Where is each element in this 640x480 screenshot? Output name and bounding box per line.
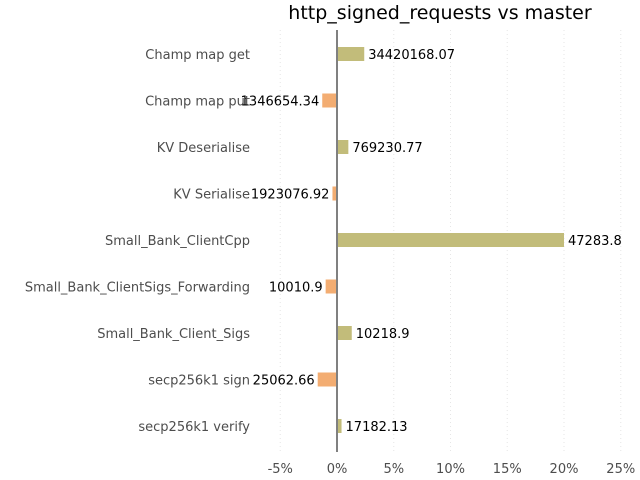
bar <box>322 93 337 108</box>
value-label: 34420168.07 <box>368 48 455 63</box>
value-label: 1923076.92 <box>251 188 330 203</box>
bar <box>337 140 349 154</box>
x-axis-tick-labels: -5% 0% 5% 10% 15% 20% 25% <box>268 462 636 477</box>
value-label: 17182.13 <box>346 420 408 435</box>
value-label: 47283.8 <box>568 234 622 249</box>
value-label: 25062.66 <box>253 374 315 389</box>
category-label: KV Serialise <box>173 188 250 203</box>
value-label: 769230.77 <box>352 141 422 156</box>
value-label: 1346654.34 <box>241 95 320 110</box>
chart-title: http_signed_requests vs master <box>288 2 592 24</box>
category-label: secp256k1 sign <box>148 374 250 389</box>
x-tick-label: -5% <box>268 462 293 477</box>
category-label: Small_Bank_ClientCpp <box>105 234 250 249</box>
x-tick-label: 5% <box>383 462 404 477</box>
category-label: Small_Bank_ClientSigs_Forwarding <box>25 281 250 296</box>
category-label: KV Deserialise <box>157 141 250 156</box>
x-tick-label: 15% <box>493 462 522 477</box>
value-label: 10218.9 <box>356 327 410 342</box>
category-labels: Champ map get Champ map put KV Deserialise… <box>25 48 250 435</box>
category-label: Champ map get <box>145 48 250 63</box>
category-label: secp256k1 verify <box>138 420 250 435</box>
bar <box>337 419 342 433</box>
x-tick-label: 25% <box>606 462 635 477</box>
category-label: Small_Bank_Client_Sigs <box>97 327 250 342</box>
bar <box>337 233 564 247</box>
bar <box>337 47 365 61</box>
bar <box>325 279 337 294</box>
bar <box>337 326 352 340</box>
bars <box>317 47 564 433</box>
category-label: Champ map put <box>145 95 250 110</box>
x-tick-label: 10% <box>436 462 465 477</box>
x-tick-label: 20% <box>550 462 579 477</box>
bar <box>317 372 337 387</box>
value-label: 10010.9 <box>269 281 323 296</box>
x-tick-label: 0% <box>327 462 348 477</box>
value-labels: 34420168.07 1346654.34 769230.77 1923076.92… <box>241 48 622 435</box>
bar <box>332 186 337 201</box>
